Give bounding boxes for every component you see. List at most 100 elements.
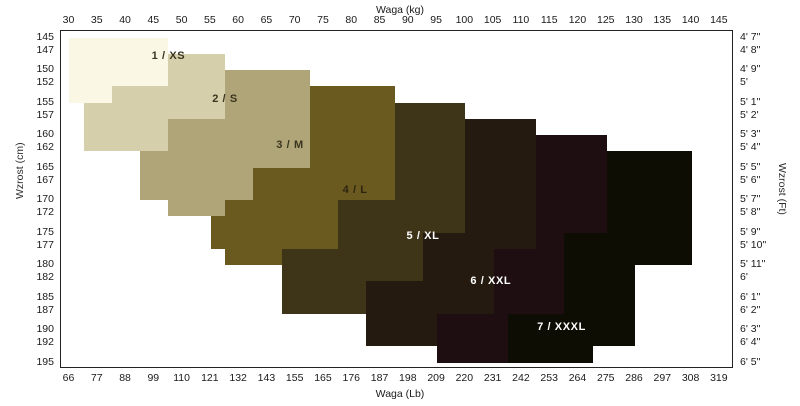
band-cell-m [140, 167, 254, 200]
y-tick-cm-147: 147 [36, 43, 54, 56]
y-tick-ft-0: 4' 7" [740, 30, 761, 43]
x-tick-lb-264: 264 [568, 372, 587, 384]
x-tick-lb-66: 66 [62, 372, 75, 384]
y-tick-ft-18: 6' 3" [740, 323, 761, 335]
band-cell-xxl [422, 265, 494, 282]
x-tick-kg-130: 130 [625, 14, 643, 26]
band-cell-s [140, 118, 169, 135]
x-tick-kg-30: 30 [62, 14, 75, 26]
x-tick-kg-125: 125 [596, 14, 615, 26]
band-cell-m [140, 151, 310, 168]
y-tick-cm-185: 185 [36, 290, 54, 303]
x-tick-lb-220: 220 [455, 372, 474, 384]
y-tick-ft-13: 5' 10" [740, 238, 767, 251]
y-tick-cm-187: 187 [36, 303, 54, 316]
y-tick-ft-5: 5' 2' [740, 108, 759, 121]
x-tick-kg-65: 65 [260, 14, 273, 26]
x-tick-kg-145: 145 [710, 14, 728, 26]
x-tick-lb-110: 110 [173, 372, 190, 384]
x-tick-kg-135: 135 [653, 14, 672, 26]
y-tick-cm-182: 182 [36, 271, 54, 283]
band-cell-xl [394, 183, 466, 200]
band-cell-l [210, 216, 339, 249]
x-tick-kg-35: 35 [90, 14, 103, 26]
x-tick-lb-253: 253 [540, 372, 558, 384]
y-tick-cm-165: 165 [36, 160, 54, 173]
band-cell-l [309, 118, 395, 152]
band-cell-xl [281, 248, 423, 282]
x-tick-kg-75: 75 [317, 14, 329, 26]
x-tick-lb-155: 155 [285, 372, 304, 384]
band-cell-m [225, 102, 310, 119]
x-tick-lb-176: 176 [342, 372, 361, 384]
y-tick-ft-6: 5' 3" [740, 128, 761, 140]
x-tick-lb-99: 99 [147, 372, 160, 384]
x-tick-lb-143: 143 [257, 372, 276, 384]
y-tick-ft-2: 4' 9" [740, 63, 761, 75]
x-tick-lb-88: 88 [119, 372, 131, 384]
y-tick-cm-150: 150 [36, 63, 54, 75]
y-tick-ft-19: 6' 4" [740, 336, 761, 348]
x-tick-kg-70: 70 [288, 14, 301, 26]
x-tick-kg-100: 100 [455, 14, 474, 26]
band-cell-s [111, 86, 225, 103]
y-tick-ft-10: 5' 7" [740, 193, 761, 205]
band-cell-xl [338, 200, 466, 233]
band-cell-xxxxl [507, 346, 593, 363]
y-tick-ft-1: 4' 8" [740, 43, 761, 56]
x-tick-lb-297: 297 [653, 372, 672, 384]
band-cell-s [83, 102, 225, 119]
band-cell-m [225, 70, 310, 103]
x-tick-lb-77: 77 [90, 372, 103, 384]
x-axis-label-bottom: Waga (Lb) [375, 388, 425, 400]
x-tick-lb-198: 198 [399, 372, 417, 384]
band-cell-xxxl [493, 281, 565, 314]
x-tick-kg-60: 60 [232, 14, 244, 26]
band-cell-xxl [465, 167, 537, 200]
y-tick-ft-7: 5' 4" [740, 141, 761, 153]
y-tick-cm-157: 157 [36, 108, 54, 121]
y-tick-cm-190: 190 [36, 323, 54, 335]
y-tick-ft-14: 5' 11" [740, 258, 766, 270]
band-cell-xxl [366, 281, 494, 314]
band-cell-xs [69, 37, 169, 87]
x-tick-kg-80: 80 [345, 14, 358, 26]
x-tick-lb-121: 121 [201, 372, 219, 384]
y-tick-cm-155: 155 [36, 95, 54, 108]
x-tick-kg-120: 120 [568, 14, 587, 26]
band-cell-xl [394, 151, 466, 184]
band-cell-xxxxl [606, 151, 692, 200]
band-cells [61, 31, 732, 367]
x-tick-kg-110: 110 [512, 14, 530, 26]
x-tick-kg-105: 105 [483, 14, 502, 26]
y-tick-ft-11: 5' 8" [740, 206, 761, 218]
y-tick-ft-15: 6' [740, 271, 748, 283]
band-cell-xxxxl [564, 232, 692, 265]
x-tick-kg-50: 50 [175, 14, 188, 26]
x-tick-kg-85: 85 [373, 14, 386, 26]
band-cell-xxxxl [564, 297, 636, 314]
y-tick-ft-17: 6' 2" [740, 303, 761, 316]
x-tick-lb-319: 319 [710, 372, 728, 384]
y-tick-cm-192: 192 [36, 336, 54, 348]
x-axis-label-top: Waga (kg) [375, 4, 425, 16]
band-cell-s [168, 53, 225, 87]
y-tick-cm-180: 180 [36, 258, 54, 270]
band-cell-xxxxl [564, 265, 636, 298]
band-cell-xl [338, 232, 423, 249]
x-tick-lb-209: 209 [427, 372, 445, 384]
y-tick-cm-177: 177 [36, 238, 54, 251]
x-tick-kg-40: 40 [119, 14, 131, 26]
band-cell-xxxl [536, 183, 607, 217]
x-tick-kg-95: 95 [430, 14, 442, 26]
y-tick-ft-16: 6' 1" [740, 290, 761, 303]
y-tick-cm-172: 172 [36, 206, 54, 218]
y-tick-ft-3: 5' [740, 76, 748, 88]
y-tick-cm-152: 152 [36, 76, 54, 88]
band-cell-xxxxl [606, 200, 692, 233]
x-tick-lb-275: 275 [596, 372, 615, 384]
band-cell-l [309, 151, 395, 168]
y-tick-ft-12: 5' 9" [740, 225, 761, 238]
